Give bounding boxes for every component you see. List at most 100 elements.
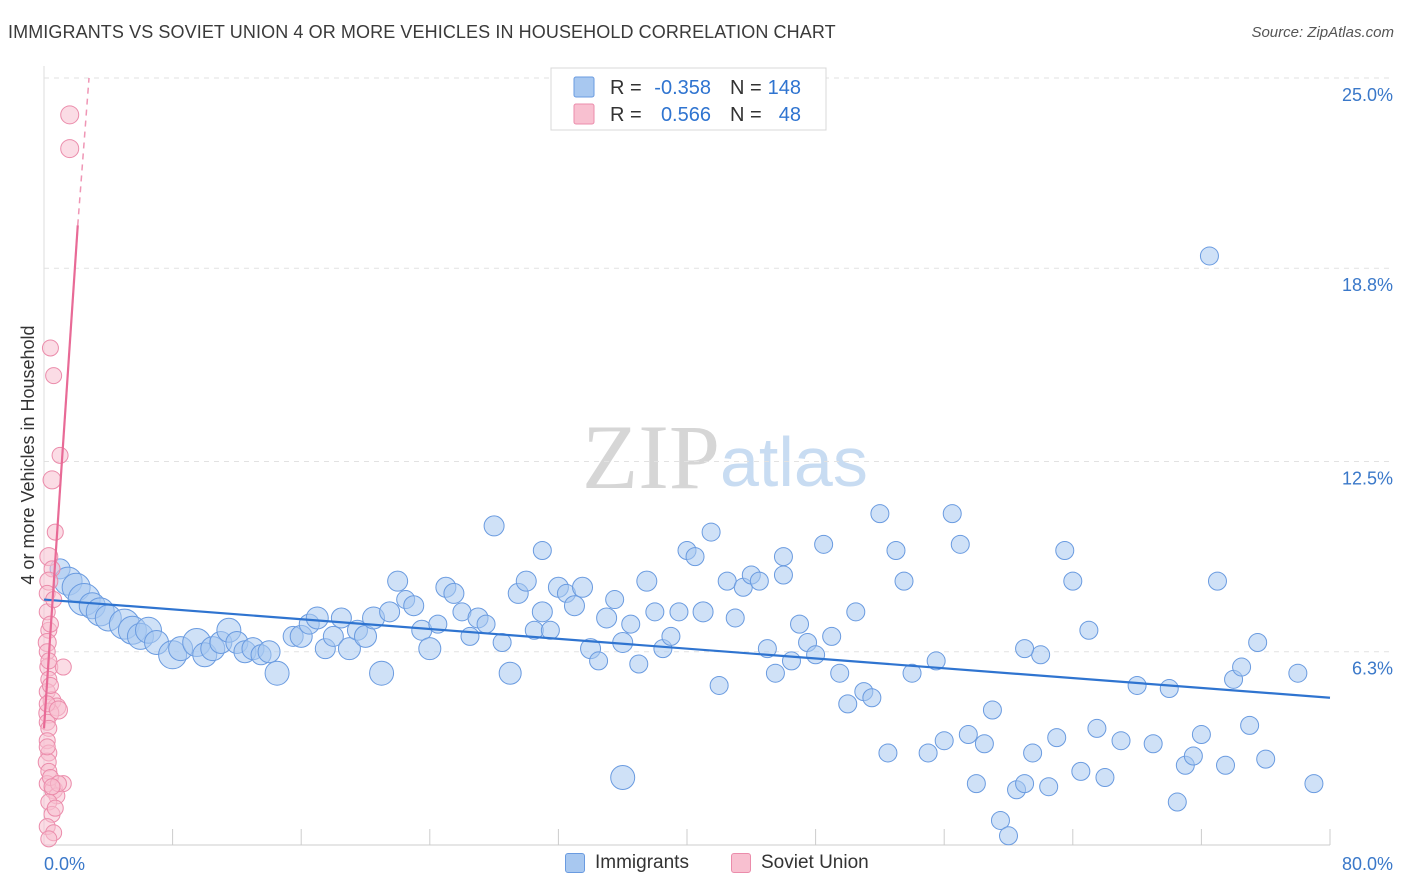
- immigrants-point: [1256, 749, 1276, 769]
- immigrants-point: [1111, 731, 1131, 751]
- soviet-union-point: [41, 676, 59, 694]
- immigrants-point: [806, 645, 826, 665]
- immigrants-point: [540, 620, 560, 640]
- immigrants-point: [531, 601, 553, 623]
- bottom-legend-label-soviet-union: Soviet Union: [761, 852, 869, 873]
- immigrants-point: [757, 639, 777, 659]
- soviet-union-point: [60, 139, 80, 159]
- soviet-union-trend-line: [42, 225, 79, 729]
- legend-r-value-1: -0.358: [654, 77, 711, 99]
- immigrants-point: [1127, 675, 1147, 695]
- immigrants-point: [1023, 743, 1043, 763]
- immigrants-point: [1031, 645, 1051, 665]
- immigrants-point: [443, 582, 465, 604]
- immigrants-point: [1240, 715, 1260, 735]
- soviet-union-point: [40, 830, 58, 848]
- y-tick-label: 6.3%: [1352, 659, 1393, 679]
- chart-source: Source: ZipAtlas.com: [1251, 24, 1394, 41]
- immigrants-point: [878, 743, 898, 763]
- immigrants-point: [685, 547, 705, 567]
- soviet-union-trend-extension: [77, 77, 90, 226]
- soviet-union-point: [60, 105, 80, 125]
- immigrants-point: [1071, 761, 1091, 781]
- soviet-union-point: [48, 700, 68, 720]
- immigrants-point: [773, 565, 793, 585]
- immigrants-point: [862, 688, 882, 708]
- immigrants-point: [749, 571, 769, 591]
- immigrants-point: [257, 640, 281, 664]
- immigrants-point: [990, 810, 1010, 830]
- immigrants-point: [717, 571, 737, 591]
- immigrants-point: [1039, 777, 1059, 797]
- bottom-legend-item-immigrants: Immigrants: [565, 852, 689, 874]
- immigrants-point: [460, 626, 480, 646]
- immigrants-point: [790, 614, 810, 634]
- bottom-legend: Immigrants Soviet Union: [0, 852, 1406, 878]
- immigrants-point: [982, 700, 1002, 720]
- immigrants-point: [629, 654, 649, 674]
- soviet-union-point: [43, 778, 61, 796]
- immigrants-point: [902, 663, 922, 683]
- immigrants-point: [610, 765, 636, 791]
- trend-lines: [42, 77, 1331, 729]
- immigrants-point: [870, 504, 890, 524]
- immigrants-point: [966, 774, 986, 794]
- immigrants-point: [322, 625, 344, 647]
- immigrants-point: [645, 602, 665, 622]
- immigrants-point: [515, 570, 537, 592]
- immigrants-point: [476, 614, 496, 634]
- immigrants-point: [669, 602, 689, 622]
- immigrants-point: [305, 606, 329, 630]
- immigrants-point: [636, 570, 658, 592]
- immigrants-point: [846, 602, 866, 622]
- immigrants-point: [1167, 792, 1187, 812]
- immigrants-point: [1288, 663, 1308, 683]
- immigrants-point: [589, 651, 609, 671]
- immigrants-point: [1191, 725, 1211, 745]
- soviet-union-point: [41, 339, 59, 357]
- legend-n-label-2: N =: [730, 104, 762, 126]
- immigrants-point: [1015, 639, 1035, 659]
- immigrants-point: [958, 725, 978, 745]
- immigrants-point: [563, 595, 585, 617]
- chart-title: IMMIGRANTS VS SOVIET UNION 4 OR MORE VEH…: [8, 22, 836, 42]
- immigrants-point: [1216, 755, 1236, 775]
- immigrants-point: [1087, 718, 1107, 738]
- immigrants-point: [999, 826, 1018, 846]
- immigrants-point: [498, 661, 522, 685]
- legend-n-value-2: 48: [779, 104, 801, 126]
- immigrants-point: [830, 663, 850, 683]
- bottom-legend-item-soviet-union: Soviet Union: [731, 852, 869, 874]
- immigrants-point: [1015, 774, 1035, 794]
- immigrants-point: [1207, 571, 1227, 591]
- immigrants-point: [532, 540, 552, 560]
- immigrants-point: [1063, 571, 1083, 591]
- y-tick-label: 12.5%: [1342, 469, 1393, 489]
- immigrants-point: [725, 608, 745, 628]
- immigrants-point: [1047, 728, 1067, 748]
- immigrants-point: [379, 601, 401, 623]
- soviet-union-point: [38, 738, 56, 756]
- soviet-union-point: [46, 799, 64, 817]
- legend-box: R = -0.358 N = 148 R = 0.566 N = 48: [550, 67, 827, 131]
- immigrants-point: [605, 590, 625, 610]
- immigrants-point: [1055, 540, 1075, 560]
- y-tick-label: 18.8%: [1342, 275, 1393, 295]
- legend-r-label-1: R =: [610, 77, 642, 99]
- immigrants-point: [814, 534, 834, 554]
- bottom-legend-label-immigrants: Immigrants: [595, 852, 689, 873]
- watermark-zip: ZIP: [582, 406, 720, 508]
- immigrants-point: [1095, 768, 1115, 788]
- y-tick-label: 25.0%: [1342, 85, 1393, 105]
- immigrants-point: [926, 651, 946, 671]
- soviet-union-point: [42, 470, 62, 490]
- tick-labels: 6.3% 12.5% 18.8% 25.0% 0.0% 80.0%: [44, 85, 1393, 874]
- immigrants-point: [264, 660, 290, 686]
- immigrants-trend-line: [43, 598, 1331, 699]
- immigrants-point: [572, 576, 594, 598]
- immigrants-point: [418, 637, 442, 661]
- legend-n-label-1: N =: [730, 77, 762, 99]
- immigrants-point: [369, 660, 395, 686]
- immigrants-point: [709, 675, 729, 695]
